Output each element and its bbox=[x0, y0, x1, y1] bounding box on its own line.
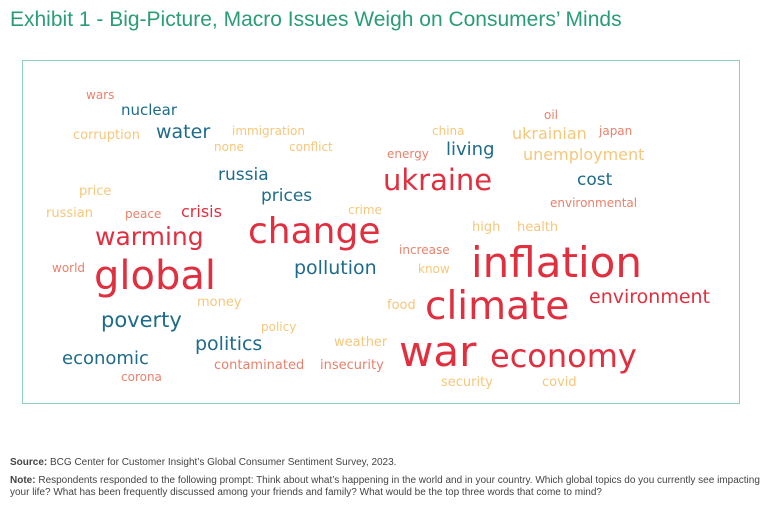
word-peace: peace bbox=[125, 207, 162, 221]
word-cost: cost bbox=[577, 170, 613, 190]
word-china: china bbox=[432, 124, 465, 138]
word-economic: economic bbox=[62, 348, 149, 369]
word-japan: japan bbox=[599, 124, 633, 138]
word-corruption: corruption bbox=[73, 128, 140, 143]
word-change: change bbox=[248, 211, 381, 252]
word-crime: crime bbox=[348, 203, 382, 217]
word-nuclear: nuclear bbox=[121, 101, 178, 119]
word-russian: russian bbox=[46, 206, 93, 221]
word-conflict: conflict bbox=[289, 140, 333, 154]
word-climate: climate bbox=[425, 284, 570, 329]
source-text: BCG Center for Customer Insight’s Global… bbox=[47, 457, 397, 468]
word-ukraine: ukraine bbox=[383, 163, 493, 197]
word-russia: russia bbox=[218, 165, 269, 185]
word-policy: policy bbox=[261, 320, 297, 334]
word-cloud: wars nuclear oil corruption water immigration… bbox=[22, 60, 740, 404]
respondent-note: Note: Respondents responded to the follo… bbox=[10, 475, 760, 499]
word-ukrainian: ukrainian bbox=[512, 124, 587, 143]
word-corona: corona bbox=[121, 370, 162, 384]
word-poverty: poverty bbox=[101, 308, 182, 332]
word-pollution: pollution bbox=[294, 257, 377, 279]
note-text: Respondents responded to the following p… bbox=[10, 475, 760, 498]
word-none: none bbox=[214, 140, 244, 154]
word-economy: economy bbox=[490, 337, 637, 375]
note-label: Note: bbox=[10, 475, 36, 486]
word-insecurity: insecurity bbox=[320, 358, 384, 373]
word-crisis: crisis bbox=[181, 202, 222, 221]
word-contaminated: contaminated bbox=[214, 358, 305, 373]
word-high: high bbox=[472, 220, 501, 235]
word-war: war bbox=[399, 327, 477, 376]
word-know: know bbox=[418, 262, 450, 276]
word-price: price bbox=[79, 184, 112, 199]
source-note: Source: BCG Center for Customer Insight’… bbox=[10, 457, 755, 469]
word-politics: politics bbox=[195, 333, 263, 355]
word-weather: weather bbox=[334, 335, 388, 350]
word-world: world bbox=[52, 261, 86, 275]
word-living: living bbox=[446, 139, 495, 160]
word-food: food bbox=[387, 298, 416, 313]
word-increase: increase bbox=[399, 243, 450, 257]
word-environmental: environmental bbox=[550, 196, 638, 210]
word-security: security bbox=[441, 375, 493, 390]
word-covid: covid bbox=[542, 375, 577, 390]
word-unemployment: unemployment bbox=[523, 145, 645, 164]
word-environment: environment bbox=[589, 286, 711, 308]
word-water: water bbox=[156, 121, 211, 143]
word-prices: prices bbox=[261, 186, 313, 206]
word-energy: energy bbox=[387, 147, 429, 161]
word-global: global bbox=[94, 253, 216, 299]
word-warming: warming bbox=[95, 222, 204, 251]
exhibit-title: Exhibit 1 - Big-Picture, Macro Issues We… bbox=[10, 8, 622, 31]
word-wars: wars bbox=[86, 88, 115, 102]
word-health: health bbox=[517, 220, 559, 235]
word-immigration: immigration bbox=[232, 124, 305, 138]
word-money: money bbox=[197, 295, 242, 310]
word-oil: oil bbox=[544, 108, 559, 122]
source-label: Source: bbox=[10, 457, 48, 468]
word-inflation: inflation bbox=[471, 238, 642, 287]
